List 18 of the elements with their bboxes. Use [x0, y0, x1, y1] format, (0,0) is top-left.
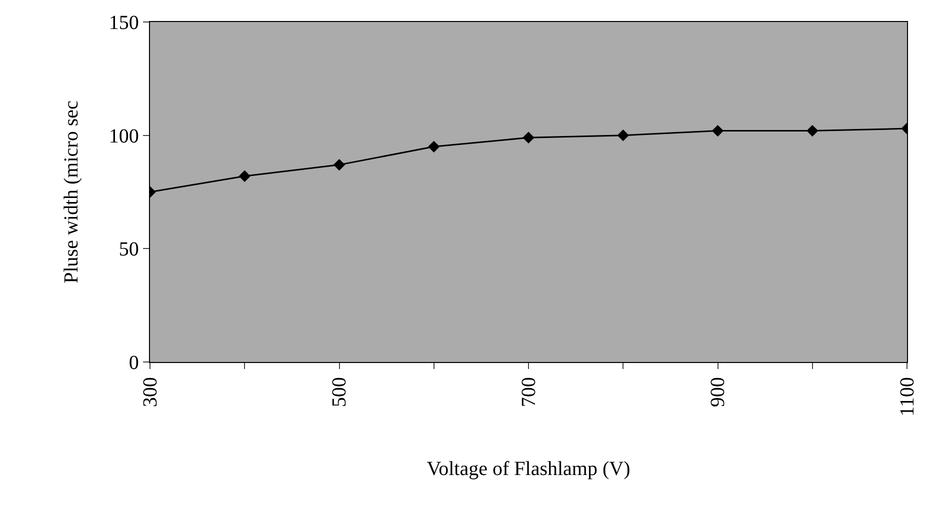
y-tick-label: 50 — [118, 238, 139, 261]
y-axis-title: Pluse width (micro sec — [60, 100, 82, 284]
point — [522, 132, 534, 144]
x-tick-label: 900 — [707, 377, 730, 408]
y-tick-label: 150 — [108, 12, 139, 34]
point — [428, 140, 440, 153]
point — [712, 124, 724, 137]
y-tick-label: 0 — [128, 352, 139, 374]
x-tick-label: 700 — [518, 377, 540, 408]
point — [806, 124, 818, 137]
point — [238, 170, 250, 182]
x-tick-label: 1100 — [896, 377, 918, 416]
point — [333, 158, 346, 171]
x-tick-label: 500 — [328, 377, 351, 408]
point — [617, 129, 629, 142]
x-axis-title: Voltage of Flashlamp (V) — [426, 458, 630, 480]
x-tick-label: 300 — [140, 377, 162, 408]
y-tick-label: 100 — [108, 125, 139, 148]
